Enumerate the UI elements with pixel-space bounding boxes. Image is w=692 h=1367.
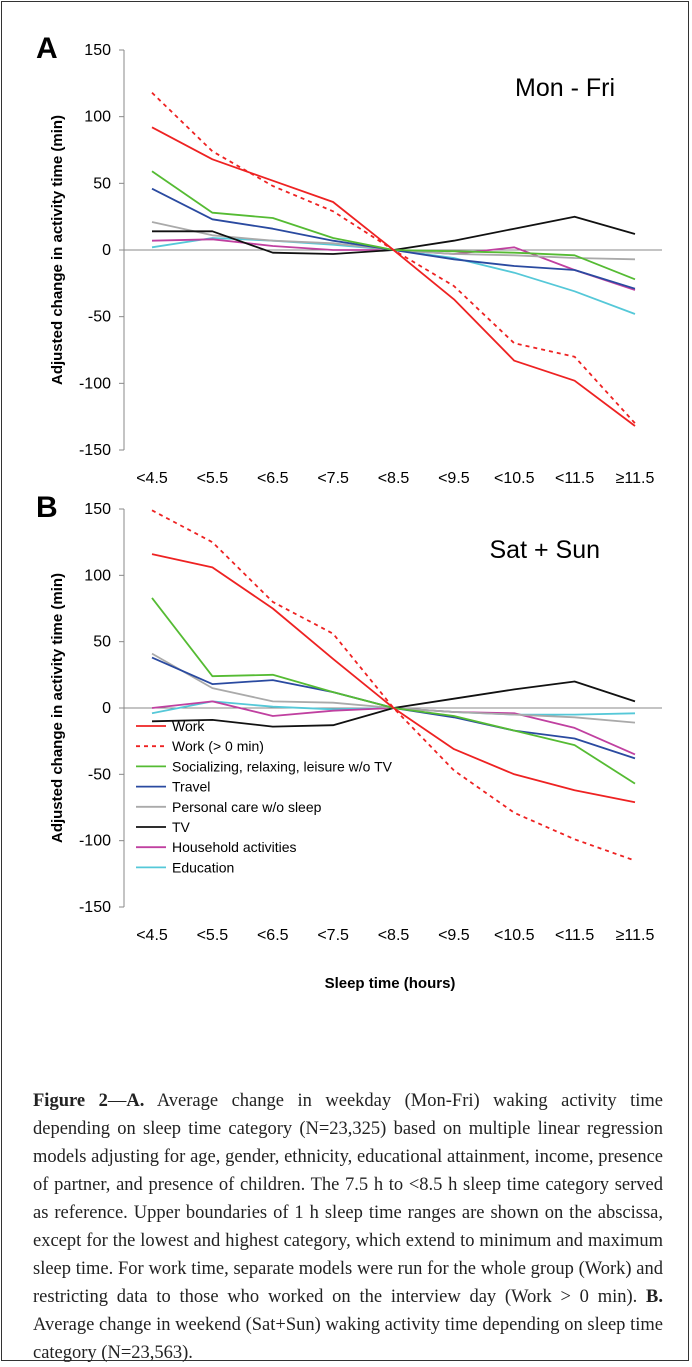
figure-caption: Figure 2—A. Average change in weekday (M… (33, 1087, 663, 1367)
x-tick-label: ≥11.5 (616, 927, 655, 944)
x-tick-label: <10.5 (494, 927, 535, 944)
y-tick-label: -150 (79, 442, 111, 459)
figure-charts: A Mon - Fri 150 100 50 0 -50 -100 -150 <4.5 <5.5 <6… (36, 32, 662, 992)
x-tick-label: <11.5 (555, 470, 594, 487)
y-tick-label: -100 (79, 375, 111, 392)
caption-b-label: B. (646, 1287, 663, 1307)
series-line-work (151, 126, 636, 427)
y-tick-label: 0 (102, 242, 111, 259)
panel-letter-b: B (36, 491, 58, 524)
x-tick-label: <10.5 (494, 470, 535, 487)
panel-title-b: Sat + Sun (490, 536, 601, 564)
x-tick-label: <4.5 (136, 470, 168, 487)
caption-b-text: Average change in weekend (Sat+Sun) waki… (33, 1315, 663, 1363)
y-tick-label: -50 (88, 309, 111, 326)
legend-label-personal-care-w-o-sleep: Personal care w/o sleep (172, 799, 322, 815)
y-tick-label: 0 (102, 700, 111, 717)
panel-title-a: Mon - Fri (515, 74, 615, 102)
legend-label-work-0-min: Work (> 0 min) (172, 738, 264, 754)
series-line-work (151, 553, 636, 804)
legend-label-socializing-relaxing-leisure-w-o-tv: Socializing, relaxing, leisure w/o TV (172, 758, 393, 774)
series-line-tv (152, 215, 636, 255)
legend-label-work: Work (172, 718, 205, 734)
y-tick-label: 100 (84, 109, 111, 126)
caption-a-text: Average change in weekday (Mon-Fri) waki… (33, 1091, 663, 1307)
series-line-household-activities (151, 238, 636, 291)
y-tick-label: 50 (93, 634, 111, 651)
x-tick-label: <8.5 (378, 927, 410, 944)
y-axis-label: Adjusted change in activity time (min) (49, 573, 66, 843)
y-axis-label: Adjusted change in activity time (min) (49, 115, 66, 385)
x-tick-label: <6.5 (257, 927, 289, 944)
x-tick-label: <5.5 (197, 927, 229, 944)
x-tick-label: <9.5 (438, 927, 470, 944)
x-tick-label: <6.5 (257, 470, 289, 487)
y-tick-label: 100 (84, 567, 111, 584)
panel-letter-a: A (36, 32, 58, 65)
x-tick-label: ≥11.5 (616, 470, 655, 487)
x-axis-label: Sleep time (hours) (325, 975, 456, 992)
series-line-personal-care-w-o-sleep (151, 652, 636, 724)
x-tick-label: <11.5 (555, 927, 594, 944)
y-tick-label: 150 (84, 42, 111, 59)
x-tick-label: <8.5 (378, 470, 410, 487)
x-tick-label: <7.5 (317, 470, 349, 487)
x-tick-label: <5.5 (197, 470, 229, 487)
caption-dash: — (107, 1091, 127, 1111)
legend-label-travel: Travel (172, 779, 210, 795)
series-line-socializing-relaxing-leisure-w-o-tv (151, 170, 636, 281)
y-tick-label: 50 (93, 175, 111, 192)
caption-a-label: A. (126, 1091, 145, 1111)
x-tick-label: <9.5 (438, 470, 470, 487)
x-tick-label: <7.5 (317, 927, 349, 944)
y-tick-label: 150 (84, 501, 111, 518)
x-tick-label: <4.5 (136, 927, 168, 944)
y-tick-label: -100 (79, 833, 111, 850)
caption-label: Figure 2 (33, 1091, 108, 1111)
series-line-work-0-min (151, 509, 636, 862)
legend-label-education: Education (172, 859, 234, 875)
legend-label-tv: TV (172, 819, 191, 835)
y-tick-label: -50 (88, 766, 111, 783)
legend-label-household-activities: Household activities (172, 839, 297, 855)
y-tick-label: -150 (79, 899, 111, 916)
